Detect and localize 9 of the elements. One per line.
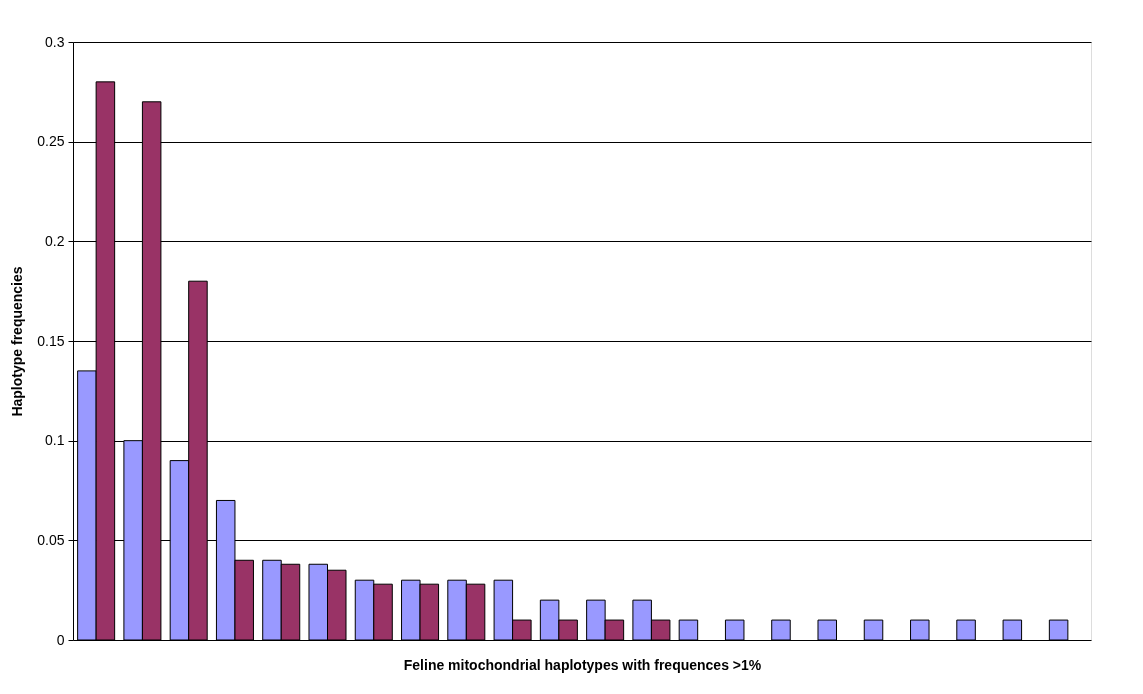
y-tick-label: 0.2 xyxy=(45,232,65,249)
y-tick-label: 0.1 xyxy=(45,432,65,449)
y-tick-label: 0.05 xyxy=(37,531,65,548)
y-tick-label: 0 xyxy=(56,631,65,648)
y-tick-label: 0.3 xyxy=(45,33,65,50)
y-axis-title: Haplotype frequencies xyxy=(9,266,26,417)
x-axis-title: Feline mitochondrial haplotypes with frequences >1% xyxy=(403,656,762,673)
y-tick-label: 0.15 xyxy=(37,332,65,349)
y-tick-label: 0.25 xyxy=(37,133,65,150)
